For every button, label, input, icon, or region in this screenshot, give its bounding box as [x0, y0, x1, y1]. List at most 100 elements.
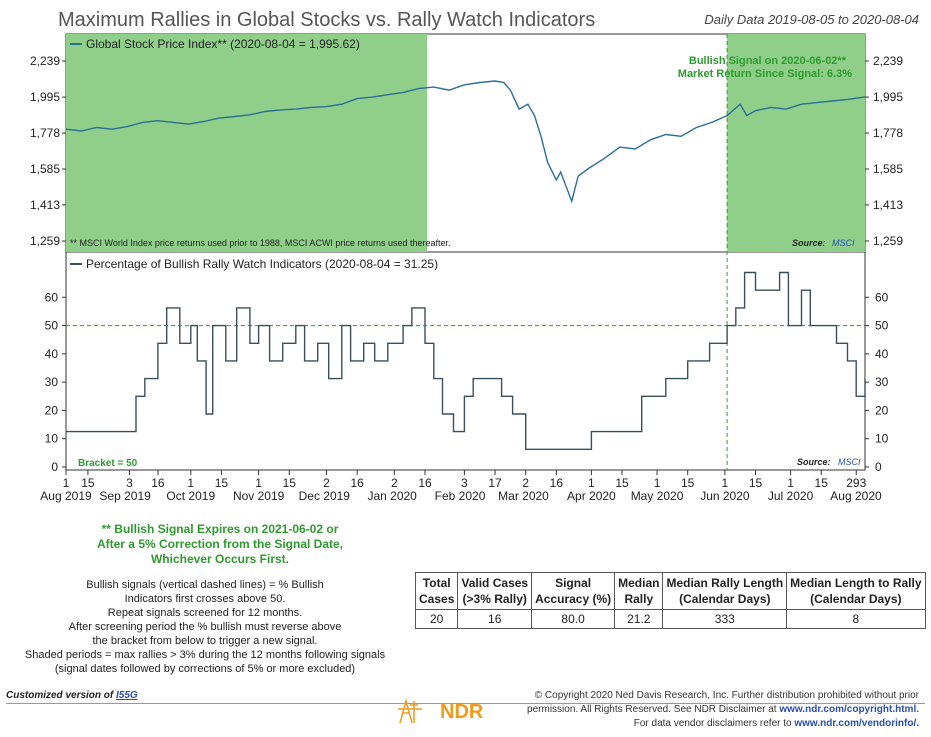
y-tick-label: 1,585: [30, 162, 60, 176]
method-line: Shaded periods = max rallies > 3% during…: [24, 649, 386, 661]
table-cell: 20: [414, 609, 459, 629]
y-tick-label: 40: [875, 347, 889, 361]
x-tick-label: 15: [283, 476, 297, 490]
x-tick-label: 15: [681, 476, 695, 490]
x-tick-label: 15: [81, 476, 95, 490]
price-series-line: [65, 80, 866, 204]
top-source-label: Source:: [792, 238, 826, 248]
x-tick-label: 15: [749, 476, 763, 490]
copyright-line: © Copyright 2020 Ned Davis Research, Inc…: [534, 690, 919, 701]
customized-version-link[interactable]: I55G: [116, 690, 138, 701]
method-line: Bullish signals (vertical dashed lines) …: [86, 579, 324, 591]
footer-divider: [6, 703, 925, 704]
customized-version-label: Customized version of I55G: [6, 690, 138, 701]
signal-box-line-2: Market Return Since Signal: 6.3%: [678, 68, 852, 80]
x-tick-label: 2: [323, 476, 330, 490]
y-tick-label: 1,259: [30, 234, 60, 248]
stats-table: Total Cases Valid Cases (>3% Rally) Signal…: [414, 572, 926, 629]
x-month-label: May 2020: [631, 489, 684, 503]
x-tick-label: 16: [550, 476, 564, 490]
bottom-source-value: MSCI: [838, 457, 861, 467]
method-line: Repeat signals screened for 12 months.: [107, 607, 303, 619]
y-tick-label: 10: [45, 432, 59, 446]
x-tick-label: 1: [588, 476, 595, 490]
method-line: (signal dates followed by corrections of…: [54, 663, 356, 675]
x-tick-label: 1: [63, 476, 70, 490]
y-tick-label: 1,778: [873, 126, 903, 140]
x-axis: 1 15 3 16 1 15 1 15 2 16 2 16 3 17 2 16 1 15 1 15 1 15 1 15 293A…: [40, 470, 882, 503]
x-tick-label: 2: [391, 476, 398, 490]
y-tick-label: 2,239: [30, 54, 60, 68]
note-line: Whichever Occurs First.: [150, 552, 290, 566]
y-tick-label: 2,239: [873, 54, 903, 68]
y-tick-label: 50: [45, 319, 59, 333]
date-range: Daily Data 2019-08-05 to 2020-08-04: [704, 12, 919, 27]
table-header: Median Length to Rally (Calendar Days): [786, 572, 926, 610]
y-tick-label: 60: [875, 290, 889, 304]
y-tick-label: 1,413: [30, 198, 60, 212]
x-month-label: Sep 2019: [99, 489, 151, 503]
y-tick-label: 1,995: [30, 90, 60, 104]
method-line: the bracket from below to trigger a new …: [92, 635, 318, 647]
table-cell: 80.0: [531, 609, 616, 629]
table-header: Valid Cases (>3% Rally): [457, 572, 533, 610]
x-month-label: Dec 2019: [299, 489, 351, 503]
y-tick-label: 60: [45, 290, 59, 304]
top-source-value: MSCI: [832, 238, 855, 248]
y-tick-label: 1,995: [873, 90, 903, 104]
y-tick-label: 30: [45, 375, 59, 389]
x-month-label: Apr 2020: [567, 489, 616, 503]
bracket-label: Bracket = 50: [78, 458, 138, 469]
top-y-axis: 1,259 1,259 1,413 1,413 1,585 1,585 1,778 1,778…: [30, 54, 903, 248]
shaded-periods: [66, 34, 865, 252]
x-tick-label: 15: [615, 476, 629, 490]
shaded-period: [66, 34, 428, 252]
y-tick-label: 20: [875, 403, 889, 417]
pct-series-line: [66, 271, 866, 450]
table-row: 20 16 80.0 21.2 333 8: [414, 609, 926, 629]
method-line: After screening period the % bullish mus…: [68, 621, 342, 633]
y-tick-label: 40: [45, 347, 59, 361]
copyright-line: For data vendor disclaimers refer to www…: [633, 718, 919, 729]
top-footnote: ** MSCI World Index price returns used p…: [70, 238, 451, 248]
x-tick-label: 16: [418, 476, 432, 490]
y-tick-label: 10: [875, 432, 889, 446]
bottom-y-axis: 0 0 10 10 20 20 30 30 40 40 50 50 60 60: [45, 290, 889, 474]
x-month-label: Jul 2020: [768, 489, 814, 503]
signal-box-line-1: Bullish Signal on 2020-06-02**: [689, 55, 847, 67]
x-tick-label: 15: [215, 476, 229, 490]
x-month-label: Jan 2020: [367, 489, 417, 503]
note-line: After a 5% Correction from the Signal Da…: [96, 537, 344, 551]
x-tick-label: 17: [488, 476, 502, 490]
table-header: Total Cases: [414, 572, 459, 610]
x-month-label: Mar 2020: [498, 489, 549, 503]
x-month-label: Aug 2020: [830, 489, 882, 503]
methodology-text: Bullish signals (vertical dashed lines) …: [20, 578, 390, 676]
table-header: Median Rally Length (Calendar Days): [662, 572, 788, 610]
bottom-panel-frame: [65, 251, 866, 471]
table-cell: 8: [786, 609, 926, 629]
pct-legend: Percentage of Bullish Rally Watch Indica…: [86, 257, 438, 271]
chart-title: Maximum Rallies in Global Stocks vs. Ral…: [58, 9, 596, 31]
y-tick-label: 0: [51, 460, 58, 474]
x-tick-label: 16: [151, 476, 165, 490]
y-tick-label: 1,413: [873, 198, 903, 212]
x-month-label: Feb 2020: [435, 489, 486, 503]
table-header: Signal Accuracy (%): [531, 572, 616, 610]
table-cell: 16: [457, 609, 533, 629]
method-line: Indicators first crosses above 50.: [124, 593, 286, 605]
table-cell: 333: [662, 609, 788, 629]
x-tick-label: 1: [722, 476, 729, 490]
x-month-label: Jun 2020: [700, 489, 750, 503]
price-legend: Global Stock Price Index** (2020-08-04 =…: [86, 37, 360, 51]
x-tick-label: 1: [255, 476, 262, 490]
y-tick-label: 1,259: [873, 234, 903, 248]
copyright-link[interactable]: www.ndr.com/copyright.html.: [779, 704, 919, 715]
y-tick-label: 0: [875, 460, 882, 474]
x-tick-label: 1: [187, 476, 194, 490]
shaded-period: [727, 34, 865, 252]
vendor-link[interactable]: www.ndr.com/vendorinfo/.: [794, 718, 919, 729]
x-tick-label: 15: [815, 476, 829, 490]
x-month-label: Oct 2019: [166, 489, 215, 503]
signal-expiry-note: ** Bullish Signal Expires on 2021-06-02 …: [60, 522, 380, 567]
